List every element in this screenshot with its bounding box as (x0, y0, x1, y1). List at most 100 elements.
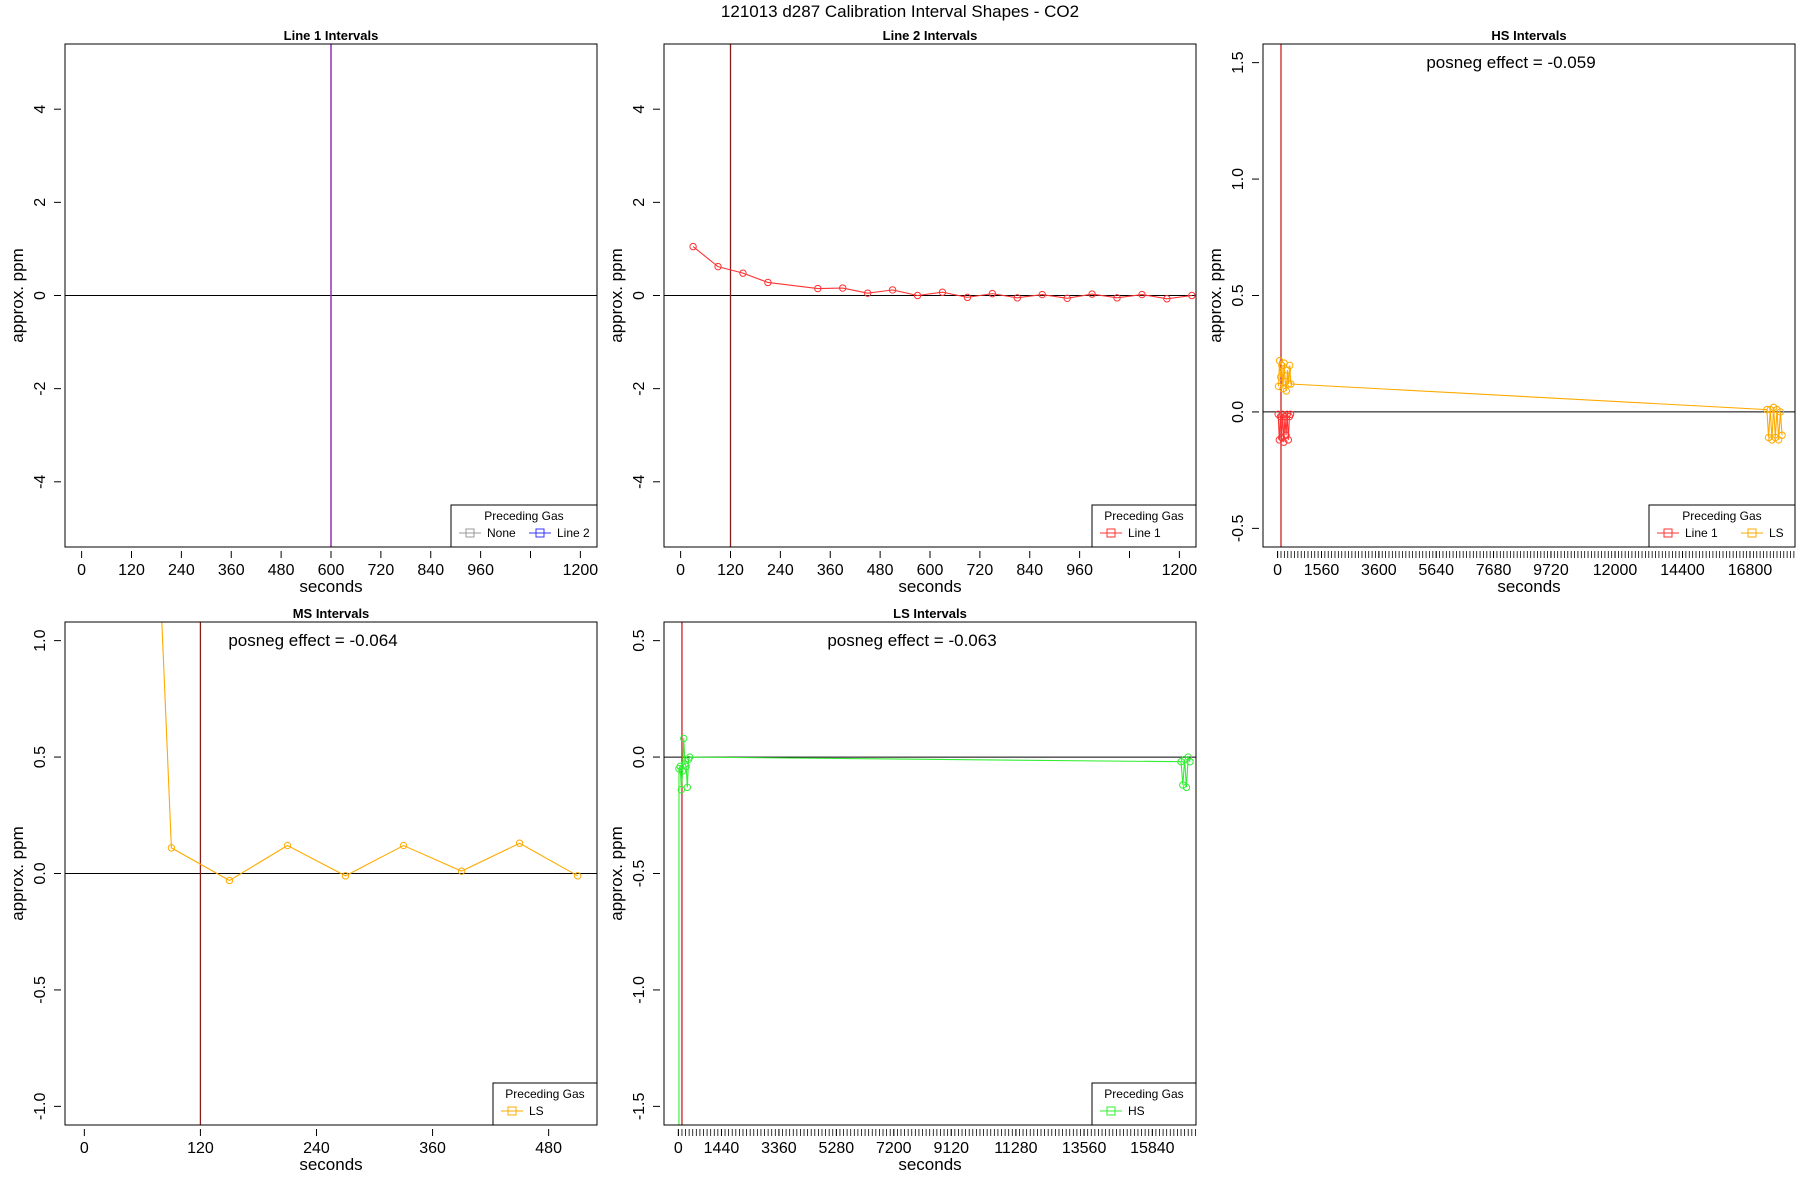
legend-label: LS (1769, 526, 1784, 540)
legend-label: Line 2 (557, 526, 590, 540)
legend-box (1648, 504, 1796, 548)
data-point (1284, 380, 1293, 388)
series-line (692, 246, 1192, 300)
legend-entry: Line 2 (529, 526, 590, 540)
chart-panel-4: MS Intervals 0 120 240 360 480 seconds -1.0 -0.5… (8, 606, 598, 1174)
y-axis: -4 -2 0 2 4 (32, 105, 61, 489)
y-axis-label: approx. ppm (607, 826, 626, 921)
legend-title: Preceding Gas (484, 509, 563, 523)
data-point (678, 767, 687, 775)
x-tick-label: 840 (417, 562, 444, 579)
data-point (1763, 405, 1771, 414)
x-tick-label: 0 (80, 1140, 89, 1157)
y-tick-label: 0.0 (631, 746, 648, 768)
legend-box (1091, 504, 1197, 548)
x-tick-label: 480 (867, 562, 894, 579)
y-tick-label: 1.5 (1230, 51, 1247, 73)
legend-title: Preceding Gas (505, 1087, 584, 1101)
x-tick-label: 960 (1066, 562, 1093, 579)
y-tick-label: -4 (631, 475, 648, 489)
legend-entry: None (459, 526, 516, 540)
series-line (1277, 414, 1292, 443)
y-tick-label: 1.0 (32, 629, 49, 651)
data-point (457, 867, 466, 875)
x-axis-label: seconds (898, 1155, 961, 1174)
x-tick-label: 0 (1273, 562, 1282, 579)
x-tick-label: 13560 (1062, 1140, 1107, 1157)
data-point (167, 844, 176, 852)
series-ls (1274, 357, 1786, 444)
panel-title: Line 2 Intervals (883, 28, 978, 43)
chart-panel-3: HS Intervals 0 1560 3600 5640 7680 9720 12000 14… (1206, 28, 1796, 596)
data-point (1283, 410, 1291, 418)
x-axis: 0 120 240 360 480 (80, 1129, 562, 1157)
data-point (1013, 294, 1021, 302)
y-axis-label: approx. ppm (8, 248, 27, 343)
data-point (814, 284, 822, 293)
legend-label: Line 1 (1685, 526, 1718, 540)
data-point (963, 293, 972, 302)
y-tick-label: 2 (32, 198, 49, 207)
data-point (839, 284, 847, 292)
x-tick-label: 5280 (819, 1140, 855, 1157)
y-tick-label: -1.5 (631, 1092, 648, 1120)
data-point (1088, 290, 1096, 298)
legend-entry: LS (501, 1104, 544, 1118)
x-tick-label: 1440 (704, 1140, 740, 1157)
x-tick-label: 480 (535, 1140, 562, 1157)
data-point (1778, 431, 1786, 439)
y-tick-label: 0.5 (631, 629, 648, 651)
y-tick-label: 4 (32, 105, 49, 114)
legend-label: HS (1128, 1104, 1145, 1118)
x-tick-label: 11280 (994, 1140, 1037, 1157)
data-point (1286, 410, 1295, 418)
legend-entry: HS (1100, 1104, 1145, 1118)
series-line-1 (1274, 410, 1295, 446)
data-point (739, 269, 747, 277)
data-point (689, 242, 697, 251)
data-point (683, 783, 692, 792)
posneg-annotation: posneg effect = -0.064 (228, 631, 397, 650)
x-tick-label: 600 (318, 562, 345, 579)
data-point (1277, 433, 1286, 442)
panel-title: Line 1 Intervals (284, 28, 379, 43)
legend-entry: Line 1 (1657, 526, 1718, 540)
series-line (161, 622, 578, 882)
x-tick-label: 240 (767, 562, 794, 579)
data-point (1284, 436, 1293, 444)
data-point (225, 876, 234, 885)
y-tick-label: 0.5 (1230, 284, 1247, 306)
data-point (1138, 290, 1146, 299)
x-tick-label: 7200 (876, 1140, 912, 1157)
x-tick-label: 360 (218, 562, 245, 579)
legend-marker (465, 528, 475, 538)
x-axis-label: seconds (299, 577, 362, 596)
plot-frame (663, 621, 1197, 1126)
x-tick-label: 14400 (1660, 562, 1705, 579)
x-tick-label: 0 (676, 562, 685, 579)
data-point (764, 278, 772, 287)
x-tick-label: 1200 (1162, 562, 1198, 579)
data-point (1186, 758, 1194, 766)
legend-label: LS (529, 1104, 544, 1118)
data-point (1188, 291, 1196, 300)
data-point (1282, 387, 1291, 395)
plot-area (664, 44, 1196, 547)
plot-area (664, 622, 1196, 1125)
x-tick-label: 5640 (1418, 562, 1454, 579)
data-point (1277, 373, 1285, 381)
data-point (1276, 412, 1285, 421)
data-point (913, 291, 922, 300)
x-tick-label: 360 (419, 1140, 446, 1157)
x-tick-label: 9720 (1533, 562, 1569, 579)
plot-frame (663, 43, 1197, 548)
y-tick-label: 4 (631, 105, 648, 114)
data-point (515, 839, 524, 847)
legend-label: Line 1 (1128, 526, 1161, 540)
data-point (1274, 410, 1282, 418)
legend-marker (1106, 1106, 1116, 1116)
legend: Preceding Gas LS (492, 1082, 598, 1126)
x-tick-label: 480 (268, 562, 295, 579)
